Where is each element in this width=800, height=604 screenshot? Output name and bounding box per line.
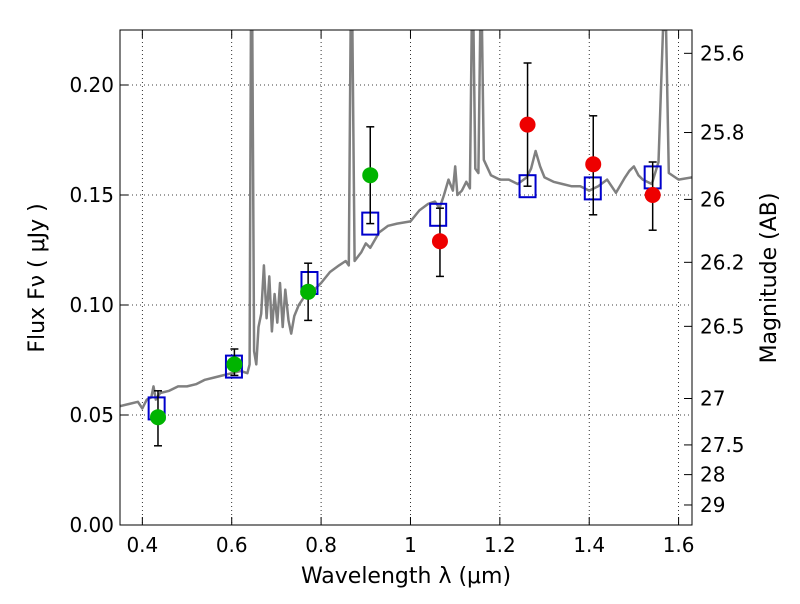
x-tick-label: 1	[404, 533, 417, 557]
magnitude-tick-label: 25.8	[700, 121, 745, 145]
y-axis-label: Flux Fν ( μJy )	[25, 203, 50, 352]
y-tick-label: 0.20	[69, 73, 114, 97]
magnitude-tick-label: 27.5	[700, 433, 745, 457]
photometry-point	[149, 409, 166, 426]
model-square-marker	[429, 202, 448, 227]
x-tick-label: 1.6	[663, 533, 695, 557]
photometry-point	[644, 187, 661, 203]
x-tick-label: 0.6	[216, 533, 248, 557]
magnitude-tick-label: 28	[700, 463, 725, 487]
photometry-point	[362, 167, 379, 184]
x-tick-label: 0.4	[126, 533, 158, 557]
photometry-point	[431, 233, 448, 250]
axes-frame	[119, 29, 693, 526]
y-tick-label: 0.10	[69, 293, 114, 317]
x-tick-label: 1.2	[484, 533, 516, 557]
photometry-point	[226, 356, 243, 373]
axis-ticks: 0.4 0.6 0.8 1 1.2 1.4 1.6 0.00 0.05 0.10 0.15 0.20 2…	[69, 30, 745, 557]
magnitude-tick-label: 29	[700, 493, 725, 517]
magnitude-tick-label: 26.5	[700, 314, 745, 338]
photometry-point	[519, 116, 536, 133]
y-tick-label: 0.15	[69, 183, 114, 207]
plot-area	[120, 30, 692, 447]
magnitude-tick-label: 27	[700, 387, 725, 411]
x-axis-label: Wavelength λ (μm)	[301, 564, 511, 589]
y-tick-label: 0.05	[69, 403, 114, 427]
x-tick-label: 1.4	[573, 533, 605, 557]
photometry-point	[300, 283, 317, 300]
photometry-point	[585, 156, 602, 173]
y-tick-label: 0.00	[69, 513, 114, 537]
x-tick-label: 0.8	[305, 533, 337, 557]
magnitude-tick-label: 25.6	[700, 41, 745, 65]
magnitude-tick-label: 26	[700, 187, 725, 211]
series-group	[120, 30, 692, 447]
magnitude-tick-label: 26.2	[700, 250, 745, 274]
y2-axis-label: Magnitude (AB)	[757, 193, 782, 364]
